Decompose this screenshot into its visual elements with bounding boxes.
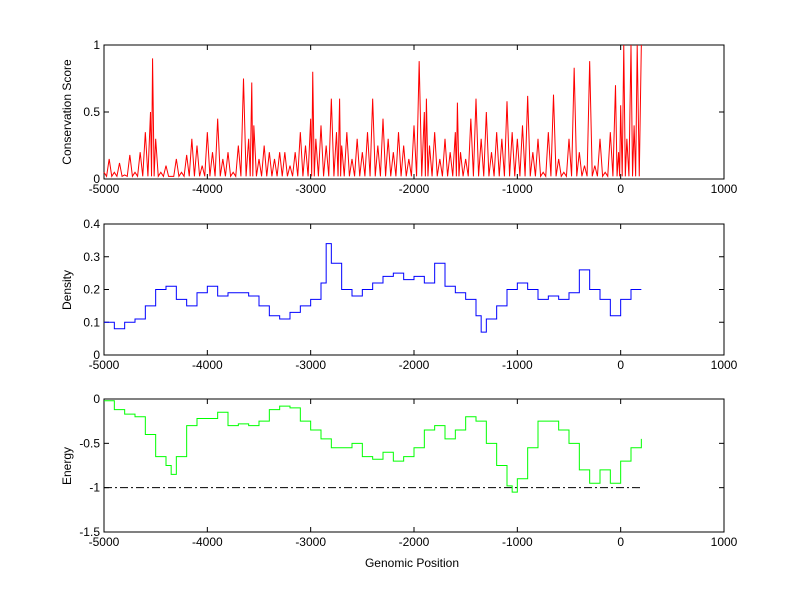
x-tick-label: 1000 [711, 358, 738, 372]
y-tick-label: -1.5 [79, 525, 100, 539]
x-tick-label: -4000 [192, 535, 223, 549]
x-tick-label: -5000 [89, 182, 120, 196]
x-tick-label: 0 [617, 535, 624, 549]
y-axis-label: Conservation Score [60, 59, 74, 165]
x-tick-label: 1000 [711, 535, 738, 549]
y-tick-label: 0.3 [83, 250, 100, 264]
x-tick-label: -4000 [192, 182, 223, 196]
y-axis-label: Density [60, 270, 74, 310]
x-tick-label: -2000 [399, 182, 430, 196]
density-series-line [104, 243, 642, 333]
x-tick-label: -4000 [192, 358, 223, 372]
energy-subplot: Energy Genomic Position -5000 -4000 -3000 -… [60, 392, 738, 570]
x-tick-label: -1000 [502, 358, 533, 372]
y-tick-label: 0.2 [83, 283, 100, 297]
x-tick-label: -3000 [295, 358, 326, 372]
x-tick-label: 0 [617, 358, 624, 372]
y-tick-label: -1 [89, 481, 100, 495]
y-axis-label: Energy [60, 447, 74, 485]
y-tick-label: 1 [93, 38, 100, 52]
density-subplot: Density -5000 -4000 -3000 -2000 -1000 0 1000 0 0… [60, 217, 738, 372]
x-tick-label: -1000 [502, 182, 533, 196]
x-tick-label: -2000 [399, 358, 430, 372]
y-tick-label: -0.5 [79, 436, 100, 450]
x-tick-label: -5000 [89, 535, 120, 549]
energy-series-line [104, 400, 642, 493]
conservation-subplot: Conservation Score -5000 -4000 -3000 -2000 -… [60, 38, 738, 196]
y-tick-label: 0 [93, 392, 100, 406]
x-tick-label: -3000 [295, 535, 326, 549]
conservation-series-line [103, 44, 642, 178]
y-tick-label: 0.5 [83, 105, 100, 119]
y-tick-label: 0 [93, 172, 100, 186]
x-tick-label: -3000 [295, 182, 326, 196]
x-tick-label: -2000 [399, 535, 430, 549]
x-tick-label: -1000 [502, 535, 533, 549]
x-axis-label: Genomic Position [365, 556, 459, 570]
x-tick-label: 0 [617, 182, 624, 196]
x-tick-label: -5000 [89, 358, 120, 372]
x-tick-label: 1000 [711, 182, 738, 196]
y-tick-label: 0.4 [83, 217, 100, 231]
y-tick-label: 0.1 [83, 315, 100, 329]
y-tick-label: 0 [93, 348, 100, 362]
